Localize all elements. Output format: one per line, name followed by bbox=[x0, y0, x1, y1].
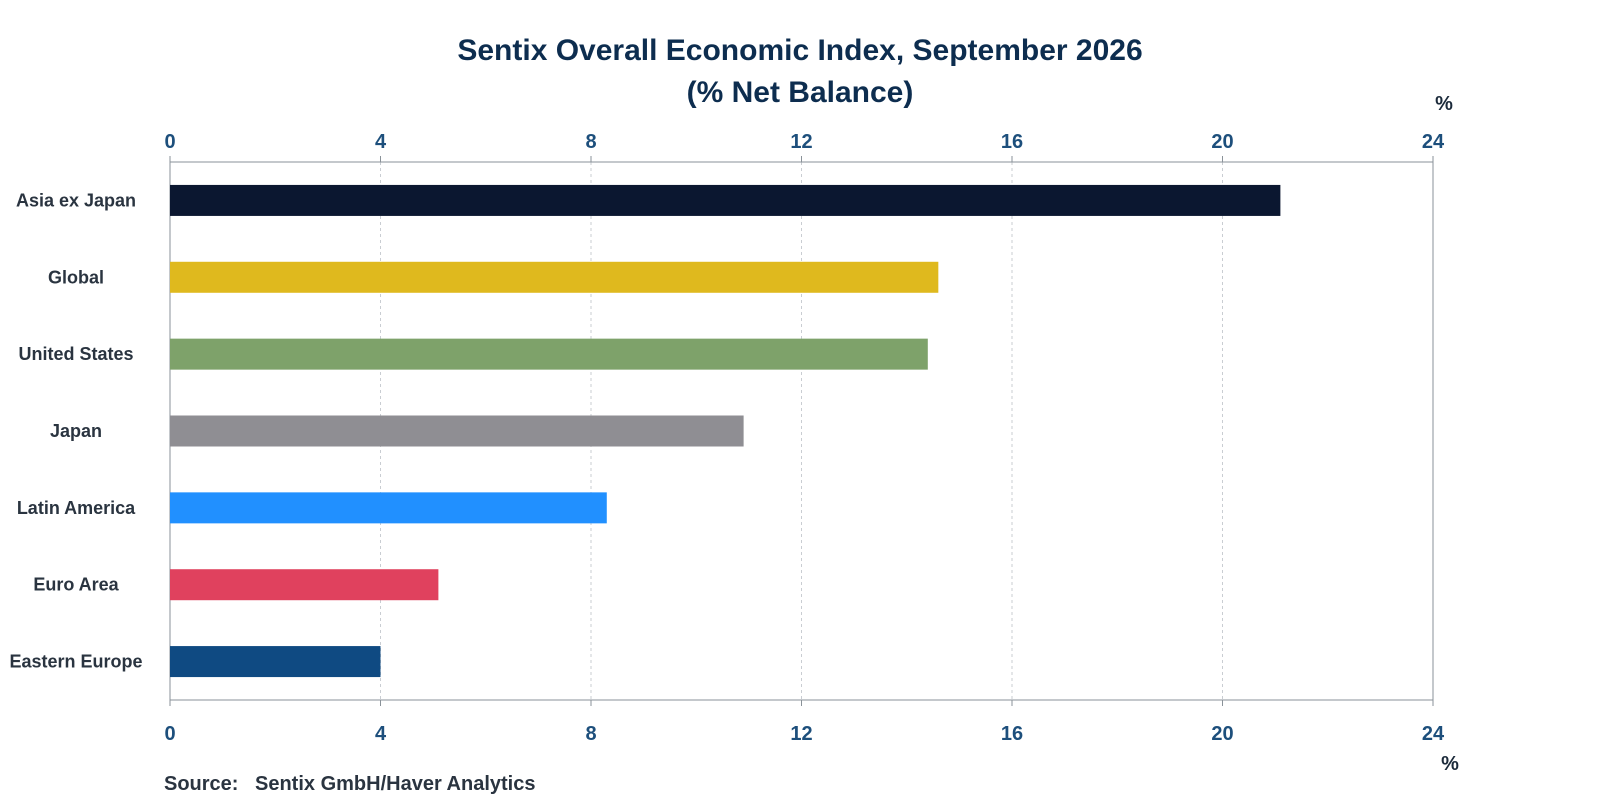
category-label: United States bbox=[18, 344, 133, 364]
tick-label-top: 0 bbox=[164, 131, 175, 153]
unit-label-bottom: % bbox=[1441, 753, 1459, 775]
bar bbox=[170, 338, 928, 370]
category-label: Latin America bbox=[17, 498, 136, 518]
tick-label-top: 24 bbox=[1422, 131, 1445, 153]
category-label: Japan bbox=[50, 421, 102, 441]
bar bbox=[170, 569, 439, 601]
category-labels: Asia ex Japan Global United States Japan Lat… bbox=[9, 190, 142, 671]
tick-label-bottom: 16 bbox=[1001, 723, 1023, 745]
tick-label-top: 20 bbox=[1211, 131, 1233, 153]
category-label: Euro Area bbox=[33, 575, 119, 595]
tick-label-bottom: 8 bbox=[585, 723, 596, 745]
category-label: Global bbox=[48, 267, 104, 287]
tick-label-top: 8 bbox=[585, 131, 596, 153]
chart-subtitle: (% Net Balance) bbox=[687, 76, 914, 109]
bar bbox=[170, 184, 1281, 216]
category-label: Asia ex Japan bbox=[16, 190, 136, 210]
chart-title: Sentix Overall Economic Index, September… bbox=[457, 34, 1142, 67]
tick-label-top: 4 bbox=[375, 131, 387, 153]
tick-label-bottom: 12 bbox=[790, 723, 812, 745]
category-label: Eastern Europe bbox=[9, 652, 142, 672]
bar bbox=[170, 646, 381, 678]
tick-label-bottom: 24 bbox=[1422, 723, 1445, 745]
bar bbox=[170, 415, 744, 447]
axis-ticks: 0 0 4 4 8 8 12 12 16 16 20 20 24 24 bbox=[164, 131, 1445, 745]
tick-label-top: 12 bbox=[790, 131, 812, 153]
grid-lines bbox=[169, 156, 1434, 706]
tick-label-top: 16 bbox=[1001, 131, 1023, 153]
bar bbox=[170, 492, 607, 524]
bar bbox=[170, 261, 939, 293]
source-text: Sentix GmbH/Haver Analytics bbox=[255, 773, 535, 795]
tick-label-bottom: 4 bbox=[375, 723, 387, 745]
tick-label-bottom: 0 bbox=[164, 723, 175, 745]
bars bbox=[170, 184, 1281, 678]
tick-label-bottom: 20 bbox=[1211, 723, 1233, 745]
unit-label-top: % bbox=[1435, 93, 1453, 115]
source-label: Source: bbox=[164, 773, 238, 795]
